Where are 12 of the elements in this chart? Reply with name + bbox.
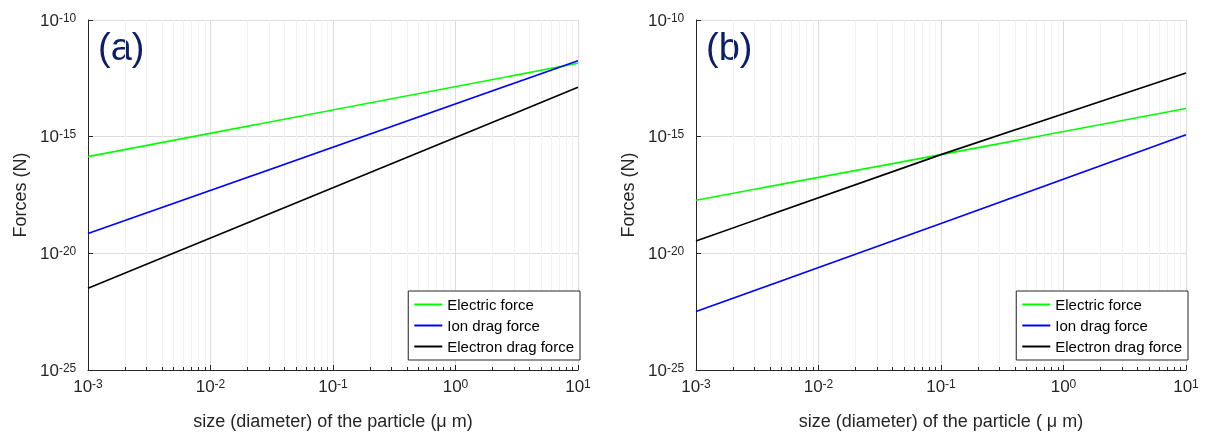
y-axis-title: Forces (N): [10, 152, 31, 238]
legend-label: Ion drag force: [1055, 317, 1148, 334]
y-axis-title: Forces (N): [618, 152, 639, 238]
legend-label: Electron drag force: [1055, 338, 1182, 355]
x-axis-title: size (diameter) of the particle (μ m): [193, 411, 473, 431]
x-axis-title: size (diameter) of the particle ( μ m): [798, 411, 1084, 431]
annotation: (b): [706, 26, 753, 68]
legend-label: Electric force: [447, 296, 534, 313]
legend-label: Electric force: [1055, 296, 1142, 313]
legend-label: Electron drag force: [447, 338, 574, 355]
annotation: (a): [98, 26, 145, 68]
legend-label: Ion drag force: [447, 317, 540, 334]
